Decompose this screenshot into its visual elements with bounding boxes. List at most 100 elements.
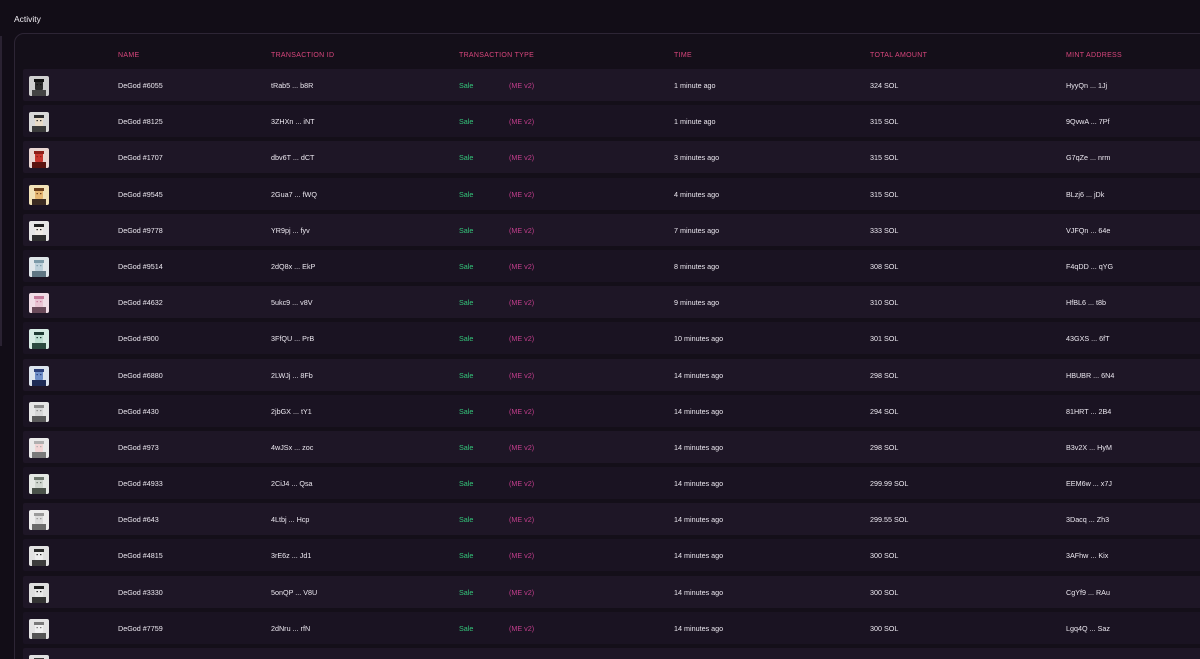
mint-address-link[interactable]: B3v2X ... HyM bbox=[1066, 442, 1112, 452]
nft-avatar[interactable] bbox=[29, 148, 49, 169]
mint-address-link[interactable]: VJFQn ... 64e bbox=[1066, 225, 1111, 235]
nft-name[interactable]: DeGod #1707 bbox=[118, 153, 163, 163]
mint-address-link[interactable]: 3AFhw ... Kix bbox=[1066, 551, 1109, 561]
nft-avatar[interactable] bbox=[29, 293, 49, 314]
transaction-id-link[interactable]: dbv6T ... dCT bbox=[271, 153, 315, 163]
nft-name[interactable]: DeGod #6055 bbox=[118, 81, 163, 90]
table-row[interactable]: DeGod #4815 3rE6z ... Jd1 Sale (ME v2) 1… bbox=[23, 539, 1200, 572]
nft-avatar[interactable] bbox=[29, 184, 49, 205]
nft-avatar[interactable] bbox=[29, 437, 49, 458]
nft-name[interactable]: DeGod #9778 bbox=[118, 225, 163, 235]
nft-name[interactable]: DeGod #900 bbox=[118, 334, 159, 344]
transaction-id-link[interactable]: 2Gua7 ... fWQ bbox=[271, 189, 317, 199]
nft-avatar[interactable] bbox=[29, 329, 49, 350]
mint-address-link[interactable]: 43GXS ... 6fT bbox=[1066, 334, 1110, 344]
transaction-id-link[interactable]: YR9pj ... fyv bbox=[271, 225, 310, 235]
transaction-id-link[interactable]: 3ZHXn ... iNT bbox=[271, 117, 315, 127]
transaction-type: Sale bbox=[459, 117, 474, 127]
transaction-id-link[interactable]: 2CiJ4 ... Qsa bbox=[271, 479, 313, 489]
transaction-id-link[interactable]: 2dNru ... rfN bbox=[271, 623, 311, 633]
nft-avatar[interactable] bbox=[29, 401, 49, 422]
table-row[interactable]: DeGod #9778 YR9pj ... fyv Sale (ME v2) 7… bbox=[23, 213, 1200, 246]
mint-address-link[interactable]: EEM6w ... x7J bbox=[1066, 479, 1112, 489]
column-header-time[interactable]: TIME bbox=[674, 52, 692, 59]
mint-address-link[interactable]: 81HRT ... 2B4 bbox=[1066, 406, 1112, 416]
transaction-id-link[interactable]: 4Ltbj ... Hcp bbox=[271, 515, 310, 525]
column-header-transaction-type[interactable]: TRANSACTION TYPE bbox=[459, 52, 535, 59]
nft-avatar[interactable] bbox=[29, 256, 49, 277]
mint-address-link[interactable]: HfBL6 ... t8b bbox=[1066, 298, 1106, 308]
nft-avatar[interactable] bbox=[29, 112, 49, 133]
nft-name[interactable]: DeGod #4815 bbox=[118, 551, 163, 561]
table-row[interactable]: DeGod #900 3FfQU ... PrB Sale (ME v2) 10… bbox=[23, 322, 1200, 355]
nft-name[interactable]: DeGod #7759 bbox=[118, 623, 163, 633]
transaction-time: 4 minutes ago bbox=[674, 189, 720, 199]
table-row[interactable]: DeGod #7759 2dNru ... rfN Sale (ME v2) 1… bbox=[23, 611, 1200, 644]
mint-address-link[interactable]: 3Dacq ... Zh3 bbox=[1066, 515, 1110, 525]
nft-avatar[interactable] bbox=[29, 474, 49, 495]
table-row[interactable]: DeGod #4933 2CiJ4 ... Qsa Sale (ME v2) 1… bbox=[23, 467, 1200, 500]
table-row[interactable]: DeGod #3330 5onQP ... V8U Sale (ME v2) 1… bbox=[23, 575, 1200, 608]
marketplace-label: (ME v2) bbox=[509, 261, 535, 271]
nft-avatar[interactable] bbox=[29, 220, 49, 241]
transaction-id-link[interactable]: 2jbGX ... tY1 bbox=[271, 406, 312, 416]
transaction-id-link[interactable]: 4wJSx ... zoc bbox=[271, 442, 314, 452]
total-amount: 324 SOL bbox=[870, 81, 899, 90]
table-row[interactable]: DeGod #4632 5ukc9 ... v8V Sale (ME v2) 9… bbox=[23, 286, 1200, 319]
nft-avatar[interactable] bbox=[29, 618, 49, 639]
nft-name[interactable]: DeGod #8125 bbox=[118, 117, 163, 127]
transaction-type: Sale bbox=[459, 370, 474, 380]
transaction-time: 9 minutes ago bbox=[674, 298, 720, 308]
transaction-id-link[interactable]: 3rE6z ... Jd1 bbox=[271, 551, 312, 561]
nft-name[interactable]: DeGod #4933 bbox=[118, 479, 163, 489]
mint-address-link[interactable]: G7qZe ... nrm bbox=[1066, 153, 1111, 163]
table-row[interactable]: DeGod #6055 tRab5 ... b8R Sale (ME v2) 1… bbox=[23, 69, 1200, 101]
column-header-mint-address[interactable]: MINT ADDRESS bbox=[1066, 52, 1122, 59]
nft-avatar[interactable] bbox=[29, 546, 49, 567]
mint-address-link[interactable]: HBUBR ... 6N4 bbox=[1066, 370, 1115, 380]
table-row[interactable]: DeGod #9545 2Gua7 ... fWQ Sale (ME v2) 4… bbox=[23, 177, 1200, 210]
mint-address-link[interactable]: HyyQn ... 1Jj bbox=[1066, 81, 1108, 90]
mint-address-link[interactable]: 9QvwA ... 7Pf bbox=[1066, 117, 1110, 127]
transaction-type: Sale bbox=[459, 515, 474, 525]
mint-address-link[interactable]: BLzj6 ... jDk bbox=[1066, 189, 1105, 199]
nft-avatar[interactable] bbox=[29, 365, 49, 386]
nft-name[interactable]: DeGod #3330 bbox=[118, 587, 163, 597]
transaction-id-link[interactable]: tRab5 ... b8R bbox=[271, 81, 314, 90]
table-row[interactable]: DeGod #6880 2LWJj ... 8Fb Sale (ME v2) 1… bbox=[23, 358, 1200, 391]
nft-name[interactable]: DeGod #643 bbox=[118, 515, 159, 525]
table-row[interactable]: DeGod #1707 dbv6T ... dCT Sale (ME v2) 3… bbox=[23, 141, 1200, 174]
transaction-id-link[interactable]: 5onQP ... V8U bbox=[271, 587, 318, 597]
transaction-id-link[interactable]: 2LWJj ... 8Fb bbox=[271, 370, 313, 380]
marketplace-label: (ME v2) bbox=[509, 551, 535, 561]
table-row[interactable]: DeGod #8125 3ZHXn ... iNT Sale (ME v2) 1… bbox=[23, 105, 1200, 138]
nft-name[interactable]: DeGod #6880 bbox=[118, 370, 163, 380]
marketplace-label: (ME v2) bbox=[509, 153, 535, 163]
mint-address-link[interactable]: CgYf9 ... RAu bbox=[1066, 587, 1110, 597]
table-row[interactable]: DeGod #643 4Ltbj ... Hcp Sale (ME v2) 14… bbox=[23, 503, 1200, 536]
nft-avatar[interactable] bbox=[29, 76, 49, 96]
table-row[interactable]: DeGod #430 2jbGX ... tY1 Sale (ME v2) 14… bbox=[23, 394, 1200, 427]
column-header-transaction-id[interactable]: TRANSACTION ID bbox=[271, 52, 335, 59]
transaction-id-link[interactable]: 2dQ8x ... EkP bbox=[271, 261, 316, 271]
nft-name[interactable]: DeGod #430 bbox=[118, 406, 159, 416]
table-row[interactable]: DeGod #973 4wJSx ... zoc Sale (ME v2) 14… bbox=[23, 430, 1200, 463]
transaction-id-link[interactable]: 5ukc9 ... v8V bbox=[271, 298, 313, 308]
nft-name[interactable]: DeGod #973 bbox=[118, 442, 159, 452]
mint-address-link[interactable]: Lgq4Q ... Saz bbox=[1066, 623, 1110, 633]
table-row[interactable] bbox=[23, 648, 1200, 659]
transaction-time: 14 minutes ago bbox=[674, 370, 724, 380]
nft-avatar[interactable] bbox=[29, 655, 49, 659]
nft-avatar[interactable] bbox=[29, 510, 49, 531]
total-amount: 299.99 SOL bbox=[870, 479, 909, 489]
nft-name[interactable]: DeGod #9514 bbox=[118, 261, 163, 271]
degod-portrait-icon bbox=[29, 546, 49, 567]
column-header-total-amount[interactable]: TOTAL AMOUNT bbox=[870, 52, 928, 59]
nft-name[interactable]: DeGod #4632 bbox=[118, 298, 163, 308]
mint-address-link[interactable]: F4qDD ... qYG bbox=[1066, 261, 1114, 271]
nft-name[interactable]: DeGod #9545 bbox=[118, 189, 163, 199]
column-header-name[interactable]: NAME bbox=[118, 52, 140, 59]
transaction-id-link[interactable]: 3FfQU ... PrB bbox=[271, 334, 315, 344]
table-row[interactable]: DeGod #9514 2dQ8x ... EkP Sale (ME v2) 8… bbox=[23, 249, 1200, 282]
nft-avatar[interactable] bbox=[29, 582, 49, 603]
